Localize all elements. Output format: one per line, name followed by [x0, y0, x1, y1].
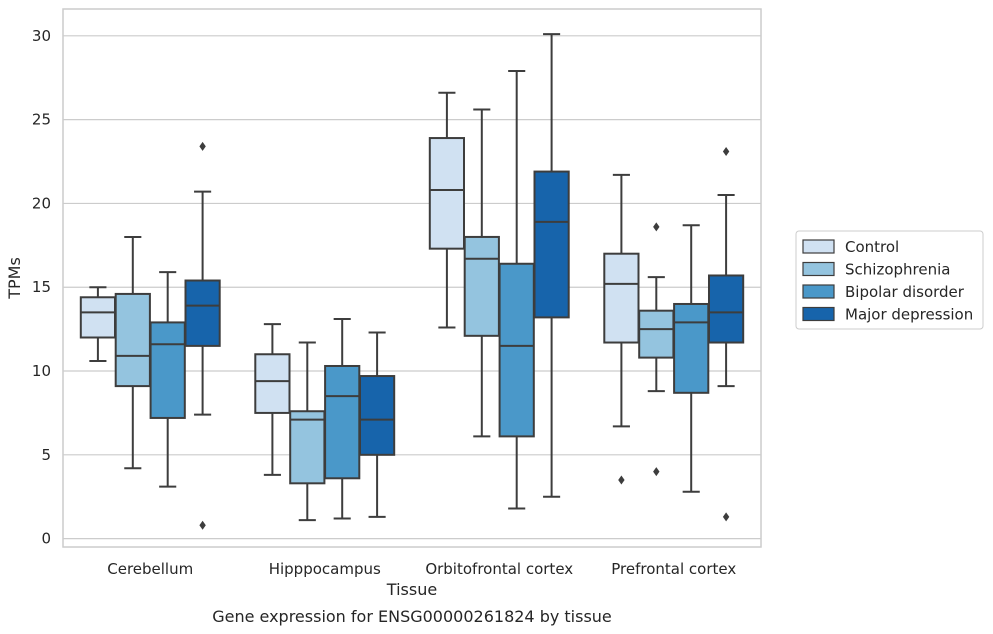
- box: [114, 292, 151, 388]
- y-tick-label: 20: [32, 194, 51, 212]
- box: [428, 137, 466, 250]
- box-group: [149, 271, 186, 488]
- box: [254, 353, 291, 414]
- box-group: [289, 341, 326, 522]
- box-group: [324, 318, 361, 520]
- y-tick-label: 25: [32, 111, 51, 129]
- box: [463, 235, 500, 337]
- x-axis-ticks: Cerebellum Hipppocampus Orbitofrontal cort…: [107, 560, 736, 578]
- box: [673, 302, 710, 394]
- outlier-point: [199, 141, 206, 151]
- box: [184, 279, 221, 347]
- outlier-point: [722, 512, 730, 522]
- box: [289, 410, 326, 485]
- box-group: [638, 222, 675, 477]
- figure-caption: Gene expression for ENSG00000261824 by t…: [212, 607, 612, 626]
- y-tick-label: 5: [41, 446, 51, 464]
- box: [498, 262, 535, 438]
- series-bipolar-disorder: [149, 70, 710, 520]
- x-tick-label: Prefrontal cortex: [611, 560, 736, 578]
- box: [638, 309, 675, 359]
- box: [707, 274, 745, 344]
- box-group: [673, 224, 710, 493]
- legend-label: Schizophrenia: [845, 261, 950, 279]
- series-schizophrenia: [114, 108, 675, 522]
- x-tick-label: Cerebellum: [107, 560, 193, 578]
- outlier-point: [653, 467, 660, 477]
- legend-label: Control: [845, 238, 899, 256]
- box-group: [533, 33, 570, 498]
- series-major-depression: [184, 33, 745, 530]
- box: [149, 321, 186, 419]
- box-group: [79, 286, 117, 362]
- box-group: [254, 323, 291, 476]
- box-series: [79, 33, 745, 530]
- outlier-point: [199, 520, 206, 530]
- legend-swatch: [802, 284, 835, 299]
- box-group: [707, 146, 745, 522]
- legend-frame: [795, 230, 984, 330]
- outlier-point: [618, 475, 625, 485]
- outlier-point: [653, 222, 660, 232]
- box-group: [498, 70, 535, 510]
- x-tick-label: Hipppocampus: [269, 560, 381, 578]
- box-group: [358, 331, 396, 518]
- box: [603, 252, 640, 344]
- box: [324, 364, 361, 480]
- box-group: [114, 235, 151, 470]
- box-group: [428, 91, 466, 329]
- outlier-point: [722, 146, 730, 156]
- y-axis-label: TPMs: [5, 257, 24, 300]
- box: [533, 170, 570, 319]
- x-axis-label: Tissue: [386, 580, 437, 599]
- y-tick-label: 0: [41, 530, 51, 548]
- y-tick-label: 10: [32, 362, 51, 380]
- x-tick-label: Orbitofrontal cortex: [425, 560, 573, 578]
- legend-swatch: [802, 239, 835, 254]
- box: [79, 296, 117, 339]
- legend-label: Major depression: [845, 306, 973, 324]
- y-tick-label: 15: [32, 278, 51, 296]
- box-group: [184, 141, 221, 530]
- y-tick-label: 30: [32, 27, 51, 45]
- legend-swatch: [802, 261, 835, 277]
- y-axis-ticks: 0 5 10 15 20 25 30: [32, 27, 51, 548]
- box: [358, 375, 396, 456]
- legend-label: Bipolar disorder: [845, 283, 965, 301]
- box-group: [603, 173, 640, 485]
- box-group: [463, 108, 500, 438]
- series-control: [79, 91, 640, 485]
- legend-swatch: [802, 306, 835, 322]
- legend: Control Schizophrenia Bipolar disorder Majo…: [795, 230, 984, 330]
- plot-area-frame: [62, 8, 762, 548]
